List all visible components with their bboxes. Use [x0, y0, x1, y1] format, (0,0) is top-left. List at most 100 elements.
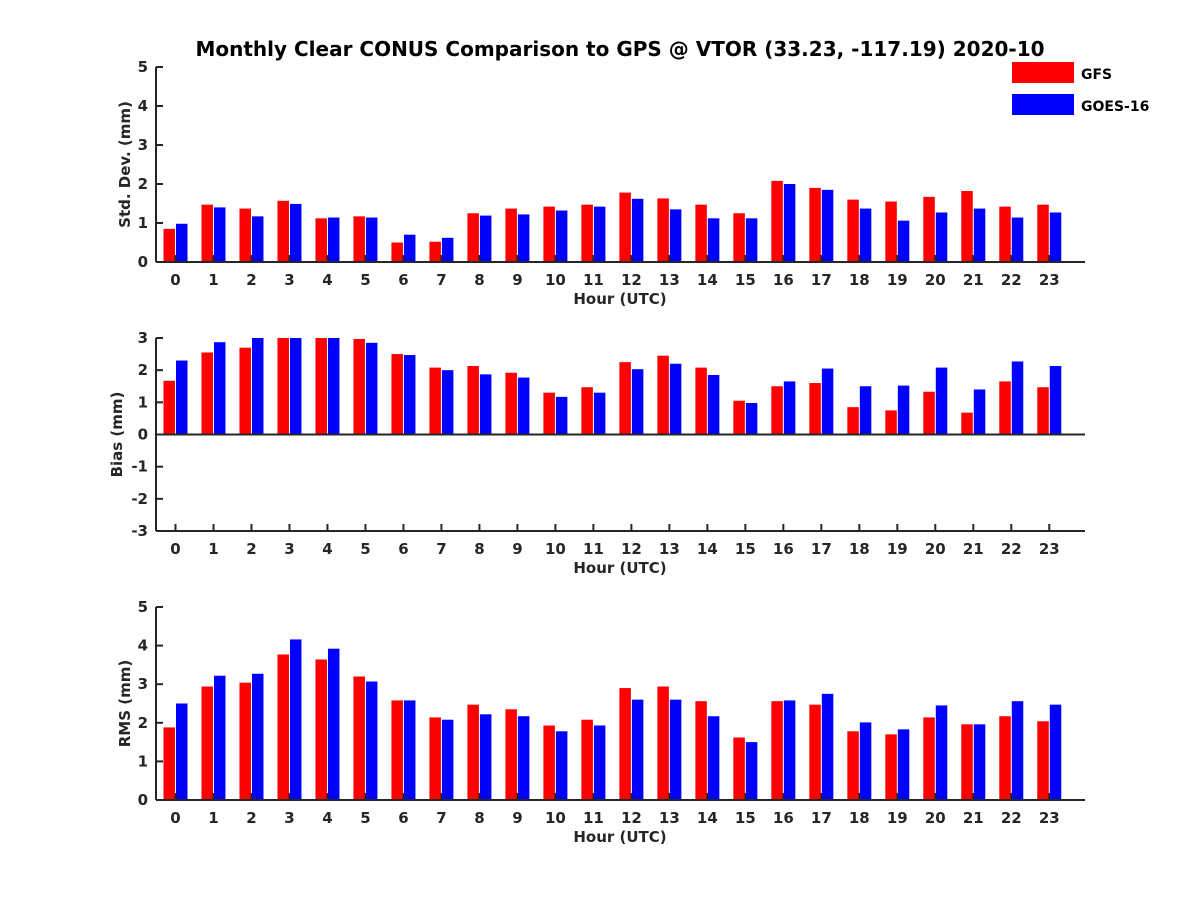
bar-gfs-hour-21 — [961, 412, 973, 435]
bar-goes16-hour-3 — [289, 203, 302, 262]
bar-gfs-hour-22 — [999, 381, 1011, 435]
x-tick-label: 21 — [963, 809, 984, 827]
x-tick-label: 4 — [322, 540, 332, 558]
bar-goes16-hour-16 — [783, 381, 796, 435]
bar-gfs-hour-0 — [163, 727, 175, 800]
bar-gfs-hour-4 — [315, 659, 327, 800]
bar-goes16-hour-6 — [403, 700, 416, 800]
bar-goes16-hour-2 — [251, 673, 264, 800]
x-tick-label: 12 — [621, 271, 642, 289]
x-tick-label: 5 — [360, 540, 370, 558]
y-tick-label: 0 — [138, 791, 148, 809]
x-tick-label: 14 — [697, 271, 718, 289]
bar-gfs-hour-18 — [847, 731, 859, 800]
bar-gfs-hour-14 — [695, 367, 707, 435]
x-tick-label: 7 — [436, 540, 446, 558]
x-tick-label: 21 — [963, 540, 984, 558]
bar-gfs-hour-11 — [581, 387, 593, 435]
x-tick-label: 15 — [735, 540, 756, 558]
y-tick-label: 3 — [138, 136, 148, 154]
bar-gfs-hour-15 — [733, 400, 745, 435]
bar-goes16-hour-16 — [783, 700, 796, 800]
bar-gfs-hour-20 — [923, 717, 935, 800]
y-tick-label: 4 — [138, 97, 148, 115]
bar-goes16-hour-6 — [403, 234, 416, 262]
bar-goes16-hour-14 — [707, 374, 720, 435]
chart-title: Monthly Clear CONUS Comparison to GPS @ … — [195, 37, 1044, 61]
bar-goes16-hour-5 — [365, 342, 378, 435]
bar-gfs-hour-21 — [961, 724, 973, 800]
x-tick-label: 1 — [208, 271, 218, 289]
x-tick-label: 13 — [659, 809, 680, 827]
bar-goes16-hour-11 — [593, 725, 606, 800]
bar-gfs-hour-16 — [771, 180, 783, 262]
bar-goes16-hour-8 — [479, 374, 492, 435]
bar-gfs-hour-10 — [543, 206, 555, 262]
bar-goes16-hour-19 — [897, 220, 910, 262]
bar-goes16-hour-12 — [631, 198, 644, 262]
x-tick-label: 23 — [1039, 271, 1060, 289]
bar-gfs-hour-14 — [695, 701, 707, 800]
x-tick-label: 15 — [735, 809, 756, 827]
x-tick-label: 9 — [512, 271, 522, 289]
bar-gfs-hour-9 — [505, 709, 517, 800]
x-tick-label: 9 — [512, 809, 522, 827]
bar-goes16-hour-4 — [327, 648, 340, 800]
x-tick-label: 11 — [583, 540, 604, 558]
y-axis-label: Bias (mm) — [108, 392, 126, 478]
x-tick-label: 23 — [1039, 540, 1060, 558]
y-tick-label: 1 — [138, 752, 148, 770]
bar-gfs-hour-23 — [1037, 721, 1049, 800]
bar-goes16-hour-8 — [479, 215, 492, 262]
bar-gfs-hour-10 — [543, 392, 555, 435]
bar-gfs-hour-13 — [657, 198, 669, 262]
bar-goes16-hour-14 — [707, 218, 720, 262]
bar-goes16-hour-15 — [745, 402, 758, 435]
bar-goes16-hour-3 — [289, 639, 302, 800]
y-tick-label: 3 — [138, 675, 148, 693]
bar-goes16-hour-22 — [1011, 361, 1024, 435]
bar-gfs-hour-1 — [201, 686, 213, 800]
bar-gfs-hour-16 — [771, 701, 783, 800]
bar-goes16-hour-18 — [859, 722, 872, 800]
bar-goes16-hour-21 — [973, 208, 986, 262]
x-tick-label: 6 — [398, 540, 408, 558]
bar-gfs-hour-2 — [239, 347, 251, 435]
bar-goes16-hour-22 — [1011, 217, 1024, 262]
y-tick-label: 5 — [138, 598, 148, 616]
bar-goes16-hour-12 — [631, 699, 644, 800]
bar-goes16-hour-6 — [403, 355, 416, 435]
x-axis-label: Hour (UTC) — [573, 290, 666, 308]
bar-gfs-hour-23 — [1037, 387, 1049, 435]
x-tick-label: 12 — [621, 540, 642, 558]
bar-goes16-hour-23 — [1049, 704, 1062, 800]
x-axis-label: Hour (UTC) — [573, 828, 666, 846]
bar-goes16-hour-1 — [213, 342, 226, 435]
bar-gfs-hour-7 — [429, 367, 441, 435]
bar-goes16-hour-18 — [859, 386, 872, 435]
x-tick-label: 10 — [545, 809, 566, 827]
bar-gfs-hour-3 — [277, 200, 289, 262]
x-tick-label: 7 — [436, 271, 446, 289]
y-tick-label: -3 — [131, 522, 148, 540]
x-tick-label: 2 — [246, 809, 256, 827]
x-tick-label: 14 — [697, 540, 718, 558]
x-tick-label: 3 — [284, 809, 294, 827]
legend-swatch-goes16 — [1012, 94, 1074, 115]
bar-gfs-hour-13 — [657, 355, 669, 435]
x-tick-label: 14 — [697, 809, 718, 827]
x-tick-label: 18 — [849, 271, 870, 289]
bar-gfs-hour-19 — [885, 201, 897, 262]
legend-label-goes16: GOES-16 — [1081, 99, 1149, 115]
bar-gfs-hour-8 — [467, 213, 479, 262]
x-tick-label: 11 — [583, 271, 604, 289]
bar-gfs-hour-6 — [391, 242, 403, 262]
bar-goes16-hour-5 — [365, 681, 378, 800]
bar-goes16-hour-13 — [669, 699, 682, 800]
bar-goes16-hour-20 — [935, 705, 948, 800]
bar-gfs-hour-20 — [923, 391, 935, 435]
y-tick-label: 5 — [138, 58, 148, 76]
x-tick-label: 2 — [246, 540, 256, 558]
bar-goes16-hour-5 — [365, 217, 378, 262]
